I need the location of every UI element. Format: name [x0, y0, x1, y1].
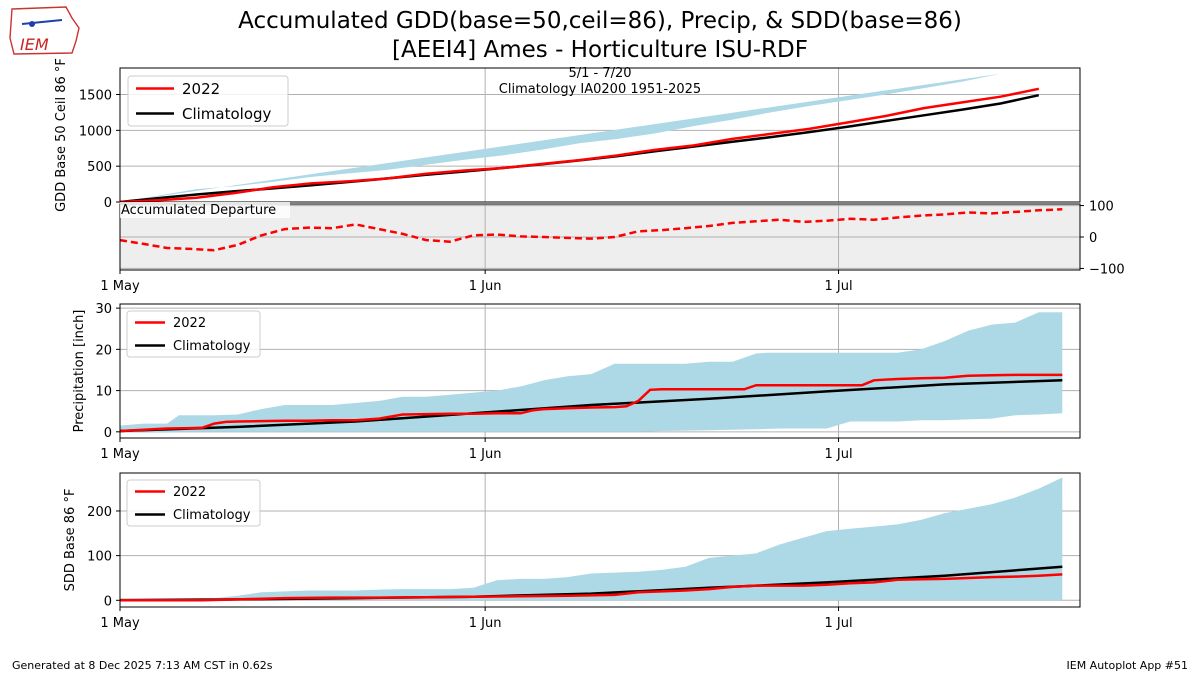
y-tick-label: 1000	[79, 124, 112, 139]
gdd-panel: 0 500 1000 1500 GDD Base 50 Ceil 86 °F 5/1 - …	[54, 58, 1081, 212]
legend-label-2022: 2022	[173, 316, 206, 331]
legend-label-2022: 2022	[173, 485, 206, 500]
y-tick-label: 20	[95, 343, 112, 358]
iowa-state-shape	[9, 6, 80, 55]
y-tick-label: 30	[95, 302, 112, 317]
y-tick-label: −100	[1089, 262, 1125, 277]
footer-generated-text: Generated at 8 Dec 2025 7:13 AM CST in 0…	[12, 659, 273, 672]
x-tick-label: 1 Jul	[824, 616, 852, 631]
chart-title-line1: Accumulated GDD(base=50,ceil=86), Precip…	[238, 8, 962, 34]
logo-line	[21, 19, 63, 25]
y-axis-label: Precipitation [inch]	[72, 310, 87, 433]
x-tick-label: 1 Jun	[469, 616, 502, 631]
precip-climatology-range-band	[120, 312, 1063, 433]
chart-title-line2: [AEEI4] Ames - Horticulture ISU-RDF	[392, 37, 808, 63]
y-tick-label: 0	[104, 594, 112, 609]
logo-dot	[29, 21, 35, 27]
y-tick-label: 0	[1089, 231, 1097, 246]
panel-frame	[119, 472, 1081, 608]
y-tick-label: 10	[95, 385, 112, 400]
x-tick-label: 1 Jul	[824, 279, 852, 294]
sdd-climatology-range-band	[120, 477, 1063, 601]
legend-label-2022: 2022	[182, 80, 220, 98]
legend-label-climatology: Climatology	[173, 508, 251, 523]
gdd-2022-line	[119, 87, 1040, 204]
precip-2022-line	[119, 373, 1063, 433]
sdd-2022-line	[120, 573, 1063, 602]
legend-label-climatology: Climatology	[182, 105, 272, 123]
x-tick-label: 1 Jun	[469, 447, 502, 462]
y-axis-label: SDD Base 86 °F	[63, 489, 78, 592]
legend-label-climatology: Climatology	[173, 339, 251, 354]
y-tick-label: 200	[87, 505, 112, 520]
gdd-annotation-period: 5/1 - 7/20	[568, 66, 631, 81]
departure-label-background	[120, 202, 290, 218]
sdd-panel: 0 100 200 1 May 1 Jun 1 Jul SDD Base 86 °F 2022…	[63, 472, 1081, 631]
x-tick-label: 1 Jun	[469, 279, 502, 294]
y-tick-label: 1500	[79, 89, 112, 104]
y-tick-label: 0	[104, 426, 112, 441]
logo-text: IEM	[20, 35, 49, 54]
departure-line	[119, 208, 1063, 252]
departure-label: Accumulated Departure	[121, 203, 276, 218]
x-tick-label: 1 Jul	[824, 447, 852, 462]
iem-logo: IEM	[9, 6, 80, 55]
panel-frame	[119, 303, 1081, 439]
gdd-climatology-range-band	[120, 73, 1001, 202]
y-tick-label: 100	[87, 550, 112, 565]
precip-climatology-line	[119, 379, 1063, 433]
y-tick-label: 0	[104, 196, 112, 211]
y-tick-label: 500	[87, 160, 112, 175]
x-tick-label: 1 May	[100, 279, 140, 294]
x-tick-label: 1 May	[100, 447, 140, 462]
footer-app-label: IEM Autoplot App #51	[1066, 659, 1189, 672]
y-axis-label: GDD Base 50 Ceil 86 °F	[54, 58, 69, 212]
departure-panel: −100 0 100 1 May 1 Jun 1 Jul Accumulated Depar…	[100, 200, 1124, 294]
gdd-annotation-climatology: Climatology IA0200 1951-2025	[499, 82, 701, 97]
precip-panel: 0 10 20 30 1 May 1 Jun 1 Jul Precipitation [inc…	[72, 302, 1081, 462]
panel-frame	[119, 67, 1081, 203]
x-tick-label: 1 May	[100, 616, 140, 631]
y-tick-label: 100	[1089, 200, 1114, 215]
